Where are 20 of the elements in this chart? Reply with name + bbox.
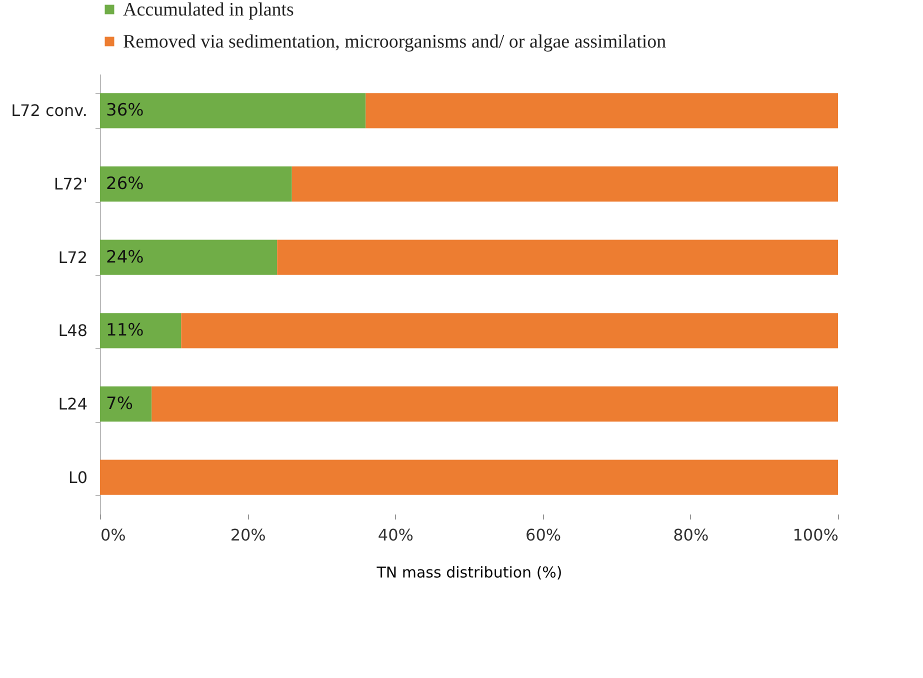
x-tick-label: 100% bbox=[792, 526, 838, 544]
x-tick-label: 60% bbox=[526, 526, 562, 544]
x-tick-label: 40% bbox=[378, 526, 414, 544]
y-tick-label: L48 bbox=[58, 321, 88, 340]
x-tick-label: 80% bbox=[673, 526, 709, 544]
y-tick-label: L72 bbox=[58, 248, 88, 267]
y-tick-label: L0 bbox=[68, 468, 88, 487]
x-tick-label: 0% bbox=[100, 526, 126, 544]
legend-label: Accumulated in plants bbox=[123, 0, 294, 20]
legend-label: Removed via sedimentation, microorganisms and/ or algae assimilation bbox=[123, 32, 667, 52]
y-tick-label: L72' bbox=[54, 174, 88, 194]
x-axis-title: TN mass distribution (%) bbox=[376, 564, 562, 582]
data-label: 11% bbox=[106, 320, 144, 341]
y-tick-label: L72 conv. bbox=[11, 101, 88, 120]
data-label: 7% bbox=[106, 394, 133, 414]
data-label: 24% bbox=[106, 247, 144, 268]
data-label: 26% bbox=[106, 174, 144, 194]
x-tick-label: 20% bbox=[230, 526, 266, 544]
data-label: 36% bbox=[106, 100, 144, 121]
y-tick-label: L24 bbox=[58, 394, 88, 414]
